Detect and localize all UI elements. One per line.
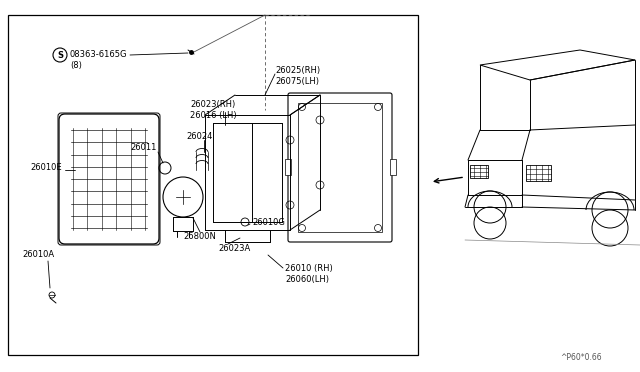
Bar — [390, 159, 396, 175]
Text: 26010E: 26010E — [30, 163, 61, 172]
Text: (8): (8) — [70, 61, 82, 70]
Text: ^P60*0.66: ^P60*0.66 — [560, 353, 602, 362]
Text: 26011: 26011 — [130, 143, 156, 152]
Text: 08363-6165G: 08363-6165G — [70, 50, 127, 59]
Text: 26023(RH): 26023(RH) — [190, 100, 236, 109]
Text: 26800N: 26800N — [183, 232, 216, 241]
Text: 26016 (LH): 26016 (LH) — [190, 111, 237, 120]
Bar — [526, 165, 551, 181]
FancyBboxPatch shape — [59, 114, 159, 244]
Bar — [285, 159, 291, 175]
Text: 26010G: 26010G — [252, 218, 285, 227]
Text: 26024: 26024 — [186, 132, 212, 141]
Bar — [8, 15, 418, 355]
Text: 26023A: 26023A — [218, 244, 250, 253]
FancyBboxPatch shape — [58, 113, 160, 245]
Bar — [298, 103, 382, 232]
Text: 26060(LH): 26060(LH) — [285, 275, 329, 284]
Text: 26010A: 26010A — [22, 250, 54, 259]
Text: 26075(LH): 26075(LH) — [275, 77, 319, 86]
FancyBboxPatch shape — [288, 93, 392, 242]
Text: S: S — [57, 51, 63, 60]
Bar — [470, 165, 488, 178]
Text: 26025(RH): 26025(RH) — [275, 66, 320, 75]
Text: 26010 (RH): 26010 (RH) — [285, 264, 333, 273]
